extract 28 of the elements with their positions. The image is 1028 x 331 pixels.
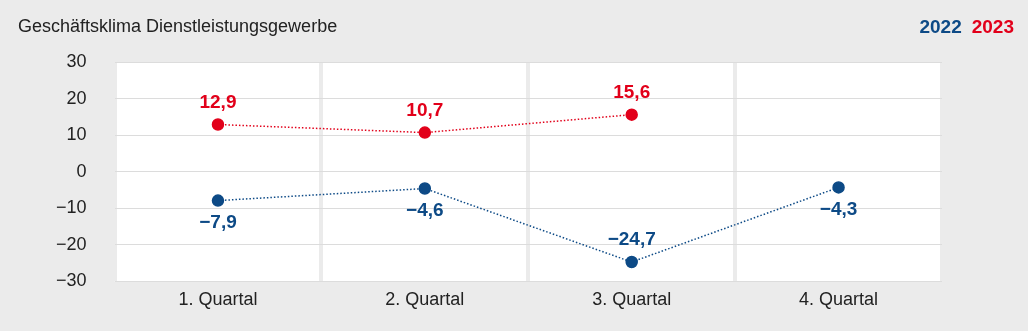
data-label: −24,7 — [607, 228, 656, 250]
data-label: 15,6 — [613, 80, 651, 102]
point — [625, 108, 638, 121]
y-tick-label: −20 — [55, 233, 87, 254]
x-tick-label: 4. Quartal — [799, 289, 879, 310]
y-tick-label: 0 — [76, 160, 87, 181]
y-tick-label: −10 — [55, 197, 87, 218]
y-tick-label: 30 — [66, 50, 87, 71]
chart-title: Geschäftsklima Dienstleistungsgewerbe — [18, 16, 338, 37]
y-tick-label: −30 — [55, 270, 87, 291]
x-tick-label: 3. Quartal — [592, 289, 672, 310]
data-label: −4,6 — [406, 198, 444, 220]
text: 2023 — [971, 16, 1014, 38]
x-tick-label: 1. Quartal — [178, 289, 258, 310]
point — [418, 126, 432, 139]
data-label: −7,9 — [199, 210, 237, 232]
text: 2022 — [919, 16, 962, 38]
point — [625, 255, 638, 269]
point — [211, 118, 225, 131]
data-label: 12,9 — [199, 90, 237, 112]
x-tick-label: 2. Quartal — [385, 289, 465, 310]
point — [418, 182, 432, 195]
data-label: 10,7 — [406, 98, 444, 120]
y-tick-label: 10 — [66, 124, 87, 145]
data-label: −4,3 — [819, 197, 858, 219]
point — [211, 194, 225, 207]
point — [832, 181, 845, 194]
y-tick-label: 20 — [66, 87, 87, 108]
